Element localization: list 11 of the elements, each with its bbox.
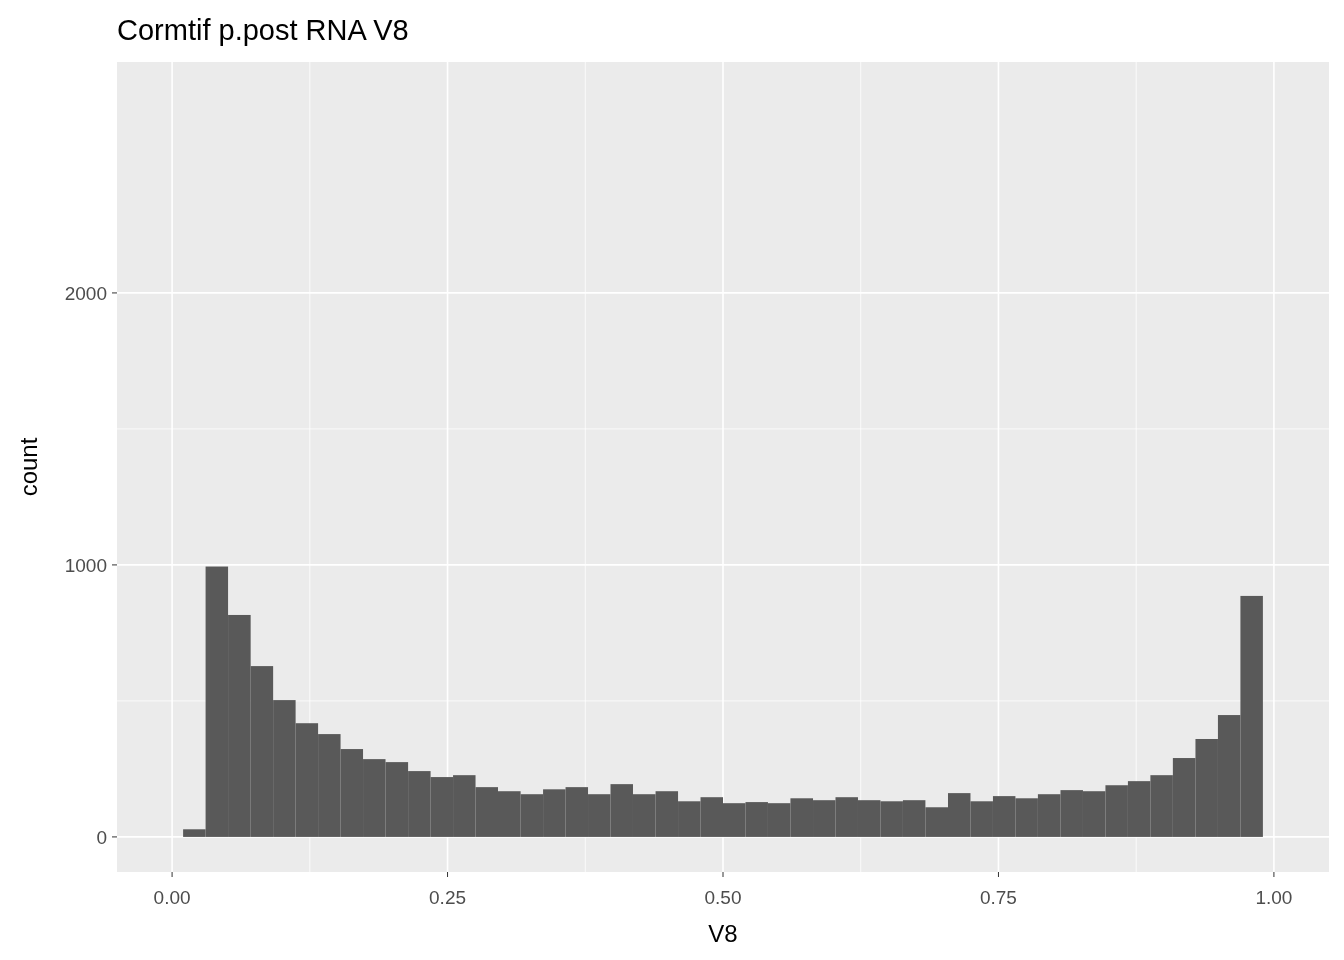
chart-title: Cormtif p.post RNA V8	[117, 14, 409, 46]
y-tick-label: 1000	[64, 554, 107, 576]
x-axis-title: V8	[708, 920, 738, 947]
x-tick-label: 0.00	[153, 887, 191, 908]
y-tick-label: 2000	[64, 282, 107, 304]
x-tick-label: 1.00	[1255, 887, 1293, 908]
x-tick-label: 0.25	[429, 887, 467, 908]
y-tick-label: 0	[96, 826, 107, 848]
x-tick-label: 0.50	[704, 887, 742, 908]
x-tick-label: 0.75	[979, 887, 1017, 908]
y-axis-title: count	[15, 437, 42, 497]
